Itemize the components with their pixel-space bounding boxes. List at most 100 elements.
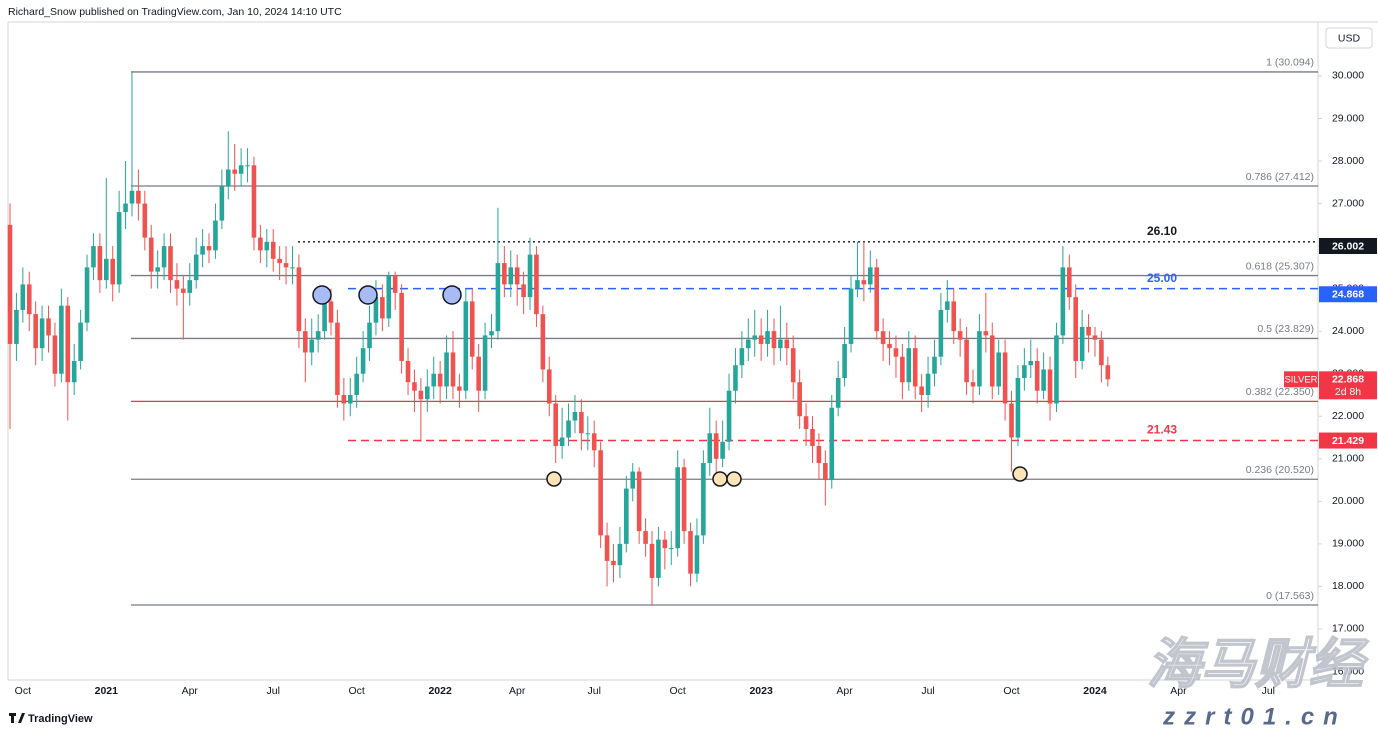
candle-body [502, 263, 507, 285]
candle-body [1092, 335, 1098, 340]
candle-body [225, 169, 231, 187]
candle-body [258, 237, 263, 251]
candle-body [694, 535, 700, 574]
y-tick-label: 17.000 [1332, 623, 1364, 635]
candle-body [245, 165, 250, 167]
candle-body [778, 339, 783, 349]
candle-body [1002, 352, 1008, 404]
y-tick-label: 22.000 [1332, 410, 1364, 422]
x-tick-label: Oct [1003, 685, 1019, 697]
candle-body [1028, 360, 1034, 366]
candle-body [444, 352, 449, 387]
candle-body [508, 267, 514, 285]
candle-body [482, 335, 488, 391]
candle-body [579, 412, 584, 434]
candle-body [1079, 326, 1085, 361]
candle-body [142, 203, 148, 238]
level-label: 26.10 [1147, 224, 1177, 238]
x-tick-label: 2021 [95, 685, 119, 697]
candle-body [970, 382, 976, 387]
candle-body [65, 305, 71, 383]
candle-body [733, 365, 738, 391]
candle-body [26, 284, 32, 315]
candle-body [1047, 369, 1053, 404]
x-tick-label: Jul [921, 685, 934, 697]
candle-body [739, 348, 745, 366]
currency-label[interactable]: USD [1338, 32, 1361, 44]
candle-body [591, 433, 597, 451]
candle-body [1099, 339, 1104, 366]
price-badge [1319, 432, 1377, 449]
candle-body [514, 267, 520, 285]
candle-body [521, 284, 526, 298]
candle-body [33, 314, 38, 349]
currency-button[interactable] [1325, 27, 1373, 49]
candle-body [78, 322, 83, 361]
candle-body [707, 433, 713, 464]
candle-body [598, 450, 603, 536]
candle-body [919, 386, 924, 395]
candle-body [932, 356, 937, 374]
marker [1012, 466, 1028, 482]
candle-body [309, 339, 315, 353]
candle-body [238, 165, 244, 174]
x-tick-label: Jul [588, 685, 601, 697]
candle-body [431, 373, 437, 387]
candle-body [354, 373, 359, 395]
candle-body [412, 382, 417, 391]
candle-body [335, 322, 340, 395]
candle-body [624, 488, 629, 544]
candle-body [1041, 369, 1046, 391]
symbol-badge [1284, 371, 1318, 388]
marker [712, 471, 728, 487]
candle-body [1067, 267, 1072, 298]
candle-body [206, 246, 212, 251]
candle-body [771, 331, 777, 349]
x-tick-label: Oct [15, 685, 31, 697]
candle-body [232, 169, 237, 174]
candle-body [59, 305, 64, 374]
candle-body [347, 394, 353, 404]
candle-body [720, 441, 725, 459]
candle-body [200, 246, 205, 255]
candle-body [373, 297, 379, 323]
candles [7, 71, 1111, 606]
candle-body [392, 275, 398, 293]
price-badge [1319, 286, 1377, 303]
candle-body [97, 246, 103, 281]
candle-body [636, 471, 642, 532]
candle-body [495, 263, 501, 332]
candle-body [823, 463, 828, 481]
x-tick-label: Apr [836, 685, 853, 697]
y-tick-label: 28.000 [1332, 155, 1364, 167]
candle-body [880, 331, 886, 344]
candle-body [380, 297, 385, 319]
fib-label: 0.786 (27.412) [1246, 171, 1314, 183]
candle-body [585, 433, 591, 435]
candle-body [418, 390, 424, 400]
candle-body [457, 386, 462, 391]
candle-body [656, 539, 661, 578]
candle-body [546, 369, 552, 404]
candle-body [758, 335, 764, 344]
candle-body [790, 348, 796, 383]
candle-body [1105, 365, 1111, 380]
candle-body [148, 237, 154, 272]
candle-body [701, 463, 706, 536]
candle-body [900, 356, 905, 383]
candle-body [874, 267, 879, 332]
candle-body [996, 352, 1001, 387]
candle-body [989, 335, 995, 387]
candle-body [46, 318, 51, 336]
candle-body [726, 390, 732, 442]
candle-body [1054, 335, 1059, 404]
candle-body [219, 186, 225, 221]
candle-body [803, 416, 809, 430]
candle-body [681, 467, 687, 532]
candle-body [110, 258, 116, 285]
candle-body [855, 280, 860, 289]
header: Richard_Snow published on TradingView.co… [8, 6, 342, 18]
level-label: 21.43 [1147, 423, 1177, 437]
watermark-title: 海马财经 [1147, 634, 1369, 694]
